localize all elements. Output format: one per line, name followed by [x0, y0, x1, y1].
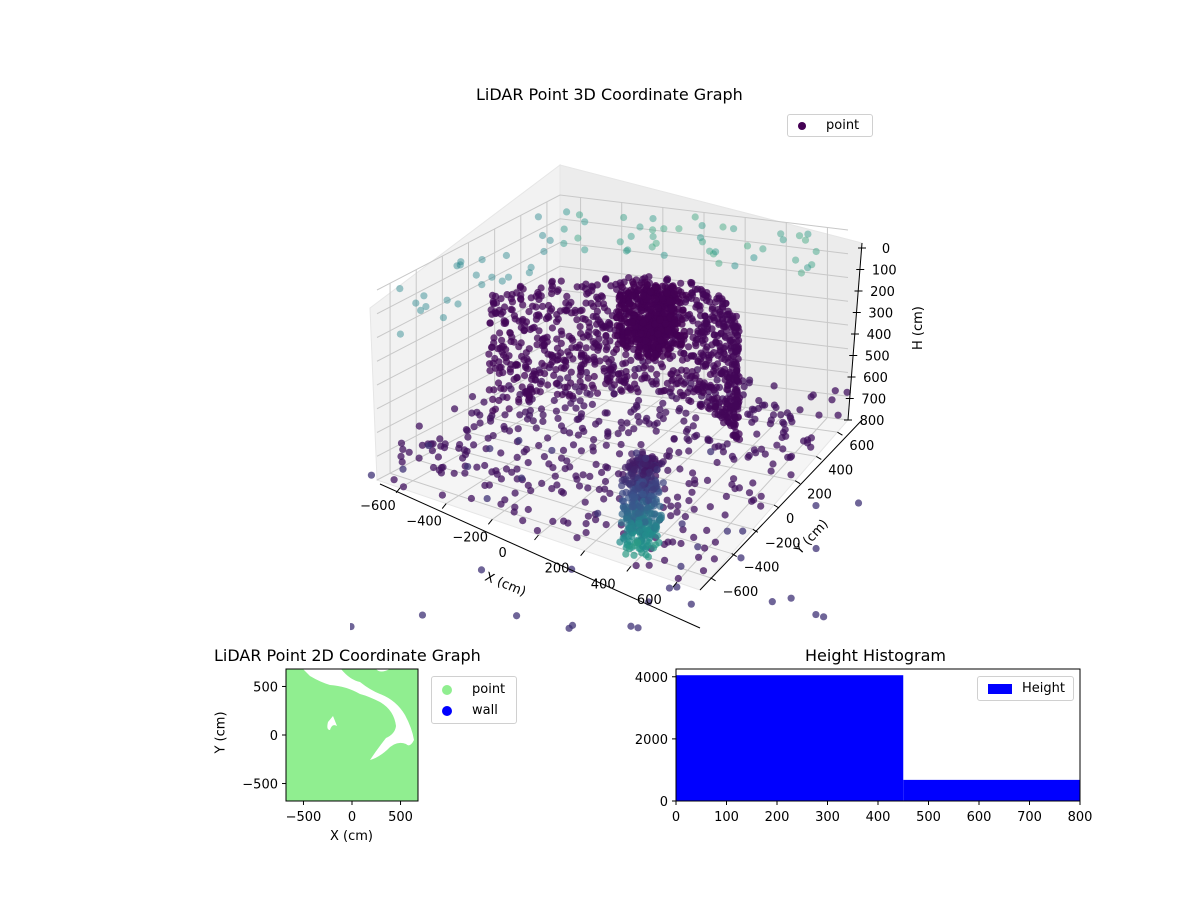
svg-text:600: 600 [863, 371, 888, 386]
svg-text:400: 400 [828, 463, 853, 478]
svg-text:200: 200 [545, 562, 570, 577]
svg-text:0: 0 [882, 242, 890, 257]
legend-patch-icon [988, 683, 1013, 694]
svg-text:500: 500 [253, 680, 278, 695]
svg-text:800: 800 [1068, 810, 1093, 825]
svg-text:−600: −600 [723, 585, 759, 600]
legend-marker-icon [798, 121, 806, 130]
svg-text:100: 100 [714, 810, 739, 825]
svg-text:200: 200 [807, 488, 832, 503]
svg-text:0: 0 [786, 512, 794, 527]
hist-canvas: 0 100 200 300 400 500 600 700 800 0 2000 4000 [635, 668, 1093, 825]
hist-title: Height Histogram [805, 646, 946, 665]
svg-text:0: 0 [270, 729, 278, 744]
legend-item-height: Height [978, 678, 1073, 699]
svg-text:200: 200 [870, 285, 895, 300]
legend-label: Height [1022, 681, 1065, 696]
svg-text:400: 400 [866, 810, 891, 825]
svg-text:400: 400 [867, 328, 892, 343]
svg-text:−500: −500 [242, 778, 278, 793]
svg-text:400: 400 [591, 577, 616, 592]
svg-text:300: 300 [815, 810, 840, 825]
plot3d-legend: point [787, 114, 873, 137]
legend-item-wall: wall [432, 700, 516, 721]
legend-label: point [826, 118, 860, 133]
svg-text:0: 0 [348, 810, 356, 825]
svg-text:500: 500 [865, 350, 890, 365]
plot2d-ylabel: Y (cm) [213, 711, 229, 754]
svg-text:X (cm): X (cm) [483, 570, 528, 600]
svg-text:600: 600 [637, 593, 662, 608]
svg-text:600: 600 [849, 439, 874, 454]
svg-text:0: 0 [672, 810, 680, 825]
svg-text:500: 500 [916, 810, 941, 825]
svg-text:600: 600 [967, 810, 992, 825]
plot3d-canvas: −600 −400 −200 0 200 400 600 −600 −400 −200 0 200 40… [350, 163, 926, 632]
svg-text:−200: −200 [452, 530, 488, 545]
hist-legend: Height [977, 676, 1074, 701]
plot2d-title: LiDAR Point 2D Coordinate Graph [214, 646, 481, 665]
svg-text:700: 700 [861, 393, 886, 408]
plot2d-legend: point wall [431, 676, 517, 724]
legend-item-point: point [432, 679, 516, 700]
svg-text:500: 500 [388, 810, 413, 825]
svg-text:2000: 2000 [635, 733, 668, 748]
svg-text:−500: −500 [286, 810, 322, 825]
svg-text:800: 800 [860, 414, 885, 429]
legend-item-point: point [788, 115, 872, 136]
svg-text:−200: −200 [765, 536, 801, 551]
plot2d-canvas: −500 0 500 −500 0 500 [242, 668, 419, 825]
svg-text:100: 100 [872, 264, 897, 279]
legend-label: wall [472, 703, 498, 718]
legend-marker-icon [442, 684, 452, 695]
svg-text:H (cm): H (cm) [911, 306, 926, 350]
plot3d-title: LiDAR Point 3D Coordinate Graph [476, 85, 743, 104]
legend-marker-icon [442, 705, 452, 716]
plot2d-xlabel: X (cm) [330, 829, 373, 844]
svg-text:300: 300 [868, 307, 893, 322]
svg-text:700: 700 [1017, 810, 1042, 825]
svg-text:−400: −400 [406, 515, 442, 530]
svg-text:200: 200 [765, 810, 790, 825]
svg-text:−600: −600 [360, 499, 396, 514]
svg-text:4000: 4000 [635, 671, 668, 686]
svg-text:0: 0 [499, 546, 507, 561]
legend-label: point [472, 682, 506, 697]
svg-text:−400: −400 [744, 561, 780, 576]
svg-text:0: 0 [660, 795, 668, 810]
